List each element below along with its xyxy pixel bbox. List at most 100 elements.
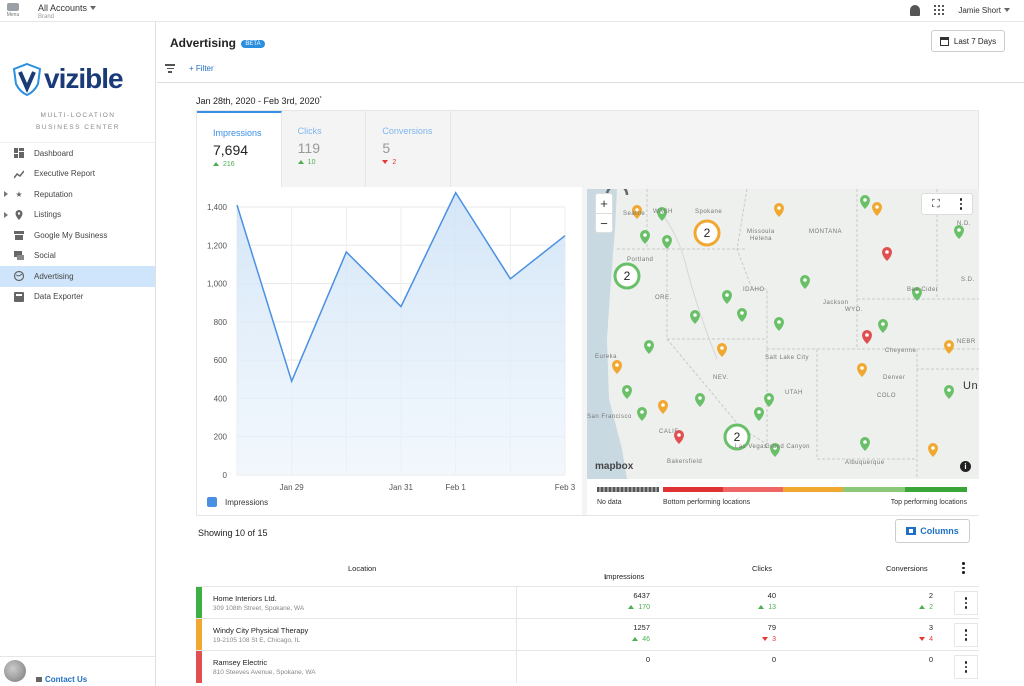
sidebar-item-advertising[interactable]: Advertising [0, 266, 155, 287]
trend-icon [14, 169, 24, 179]
delta: 13 [758, 604, 776, 611]
expand-arrow-icon[interactable] [4, 211, 8, 218]
location-map: 2 2 2 Seattle WASH Spokane Missoula Helena MONT… [587, 189, 979, 515]
map-label: N.D. [957, 221, 971, 227]
tab-label: Impressions [213, 128, 262, 138]
date-range-label: Last 7 Days [953, 36, 997, 46]
impressions-value: 1257 [633, 623, 650, 632]
menu-button[interactable]: Menu [4, 2, 22, 20]
map-canvas[interactable]: 2 2 2 Seattle WASH Spokane Missoula Helena MONT… [587, 189, 979, 479]
delta-value: 46 [642, 636, 650, 643]
col-clicks[interactable]: Clicks [752, 564, 772, 573]
sidebar-item-label: Data Exporter [34, 292, 84, 302]
delta: 4 [919, 636, 933, 643]
pin-dot [677, 433, 681, 437]
table-row[interactable]: Ramsey Electric 810 Steeves Avenue, Spok… [196, 650, 979, 683]
state-border [666, 338, 768, 445]
top-performing-label: Top performing locations [890, 499, 967, 506]
account-selector[interactable]: All Accounts Brand [38, 2, 97, 20]
pin-dot [740, 311, 744, 315]
location-address: 810 Steeves Avenue, Spokane, WA [213, 669, 316, 676]
date-range-button[interactable]: Last 7 Days [931, 30, 1005, 52]
legend-swatch[interactable] [207, 497, 217, 507]
sidebar-item-dashboard[interactable]: Dashboard [0, 143, 155, 164]
more-vert-icon[interactable] [962, 562, 965, 574]
sidebar-item-data-exporter[interactable]: Data Exporter [0, 287, 155, 308]
pin-dot [635, 208, 639, 212]
zoom-out-button[interactable]: − [600, 216, 608, 231]
location-name: Windy City Physical Therapy [213, 626, 309, 635]
add-filter-link[interactable]: + Filter [189, 64, 214, 73]
delta: 46 [632, 636, 650, 643]
performance-stripe [196, 587, 202, 619]
account-name: All Accounts [38, 3, 88, 13]
green-location-pin [644, 340, 654, 354]
sidebar-item-google-my-business[interactable]: Google My Business [0, 225, 155, 246]
sidebar-item-social[interactable]: Social [0, 246, 155, 267]
map-label: Salt Lake City [765, 355, 810, 361]
pin-dot [625, 388, 629, 392]
pin-dot [915, 290, 919, 294]
date-range-value: Jan 28th, 2020 - Feb 3rd, 2020 [196, 96, 320, 106]
tab-clicks[interactable]: Clicks 119 10 [282, 111, 367, 187]
tab-delta-value: 216 [223, 161, 235, 168]
location-address: 19-2105 108 St E, Chicago, IL [213, 637, 301, 644]
logo[interactable]: vizible [12, 62, 124, 97]
sidebar-item-executive-report[interactable]: Executive Report [0, 164, 155, 185]
orange-location-pin [612, 360, 622, 374]
map-svg: 2 2 2 [587, 189, 979, 479]
chart-svg: 0 200 400 600 800 1,000 1,200 1,400 Jan 29 Jan 31… [207, 191, 576, 492]
col-location[interactable]: Location [348, 564, 377, 573]
tab-delta: 216 [213, 161, 281, 168]
sidebar-item-listings[interactable]: Listings [0, 205, 155, 226]
filter-icon[interactable] [165, 64, 175, 73]
sidebar-item-reputation[interactable]: ★ Reputation [0, 184, 155, 205]
expand-arrow-icon[interactable] [4, 191, 8, 198]
bell-icon[interactable] [910, 4, 921, 16]
row-menu-button[interactable] [954, 623, 978, 647]
columns-button[interactable]: Columns [895, 519, 970, 543]
divider [157, 82, 1024, 83]
apps-grid-icon[interactable] [934, 5, 945, 15]
avatar[interactable] [4, 660, 26, 682]
pin-dot [860, 366, 864, 370]
x-tick-label: Feb 1 [445, 483, 466, 492]
location-name: Ramsey Electric [213, 658, 268, 667]
tab-impressions[interactable]: Impressions 7,694 216 [197, 111, 282, 187]
table-row[interactable]: Home Interiors Ltd. 309 108th Street, Sp… [196, 586, 979, 619]
page-title: Advertising BETA [170, 36, 265, 50]
conversions-value: 0 [928, 655, 933, 664]
fullscreen-icon[interactable]: ⛶ [931, 197, 940, 210]
pin-dot [865, 333, 869, 337]
pin-dot [773, 446, 777, 450]
more-vert-icon[interactable] [959, 198, 963, 210]
user-menu[interactable]: Jamie Short [958, 4, 1010, 16]
beta-badge: BETA [241, 39, 265, 48]
row-menu-button[interactable] [954, 591, 978, 615]
tab-value: 5 [382, 140, 391, 156]
arrow-up-icon [213, 162, 219, 166]
logo-word: vizible [44, 63, 124, 94]
map-label: WASH [653, 209, 673, 215]
conversions-value: 3 [928, 623, 933, 632]
pin-dot [885, 250, 889, 254]
tab-conversions[interactable]: Conversions 5 2 [366, 111, 452, 187]
map-label: Bee Cider [907, 287, 939, 293]
green-location-pin [637, 407, 647, 421]
tagline-line2: BUSINESS CENTER [36, 124, 120, 131]
orange-location-pin [658, 400, 668, 414]
orange-location-pin [632, 205, 642, 219]
table-row[interactable]: Windy City Physical Therapy 19-2105 108 … [196, 618, 979, 651]
row-menu-button[interactable] [954, 655, 978, 679]
clicks-value: 0 [771, 655, 776, 664]
pin-dot [931, 446, 935, 450]
map-label: WYO. [845, 307, 863, 313]
col-conversions[interactable]: Conversions [886, 564, 928, 573]
contact-us-link[interactable]: Contact Us [36, 675, 87, 684]
info-icon[interactable]: i [960, 461, 971, 472]
location-name: Home Interiors Ltd. [213, 594, 277, 603]
sidebar-item-label: Advertising [34, 271, 74, 281]
map-label: ORE. [655, 295, 672, 301]
tagline-line1: MULTI-LOCATION [40, 112, 116, 119]
zoom-in-button[interactable]: + [596, 194, 612, 214]
